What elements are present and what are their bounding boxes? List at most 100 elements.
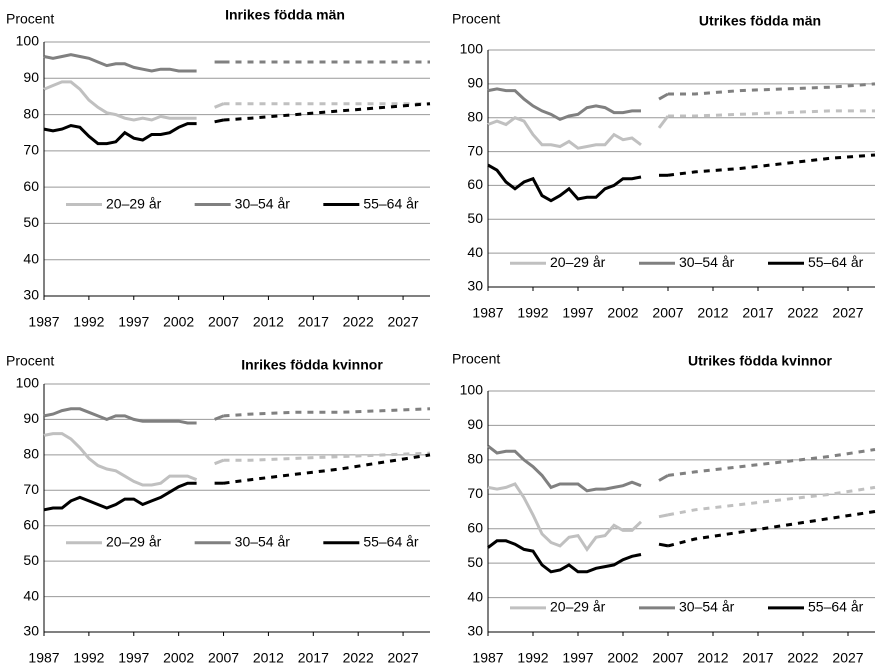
y-tick-label: 100 — [16, 375, 40, 391]
x-tick-label: 2022 — [787, 305, 818, 321]
x-tick-label: 2002 — [163, 650, 194, 664]
series-line — [667, 485, 876, 517]
y-tick-label: 40 — [23, 587, 39, 603]
y-tick-label: 30 — [467, 623, 483, 639]
y-axis-label: Procent — [452, 11, 500, 27]
x-tick-label: 2012 — [253, 314, 284, 330]
x-tick-label: 2012 — [697, 305, 728, 321]
series-line — [43, 481, 197, 512]
y-tick-label: 60 — [467, 176, 483, 192]
y-tick-label: 50 — [467, 554, 483, 570]
series-line — [487, 444, 642, 493]
x-tick-label: 2022 — [343, 650, 374, 664]
y-tick-label: 50 — [23, 214, 39, 230]
legend-label: 20–29 år — [106, 533, 162, 549]
y-tick-label: 90 — [23, 410, 39, 426]
series-line — [223, 451, 431, 462]
y-tick-label: 80 — [467, 108, 483, 124]
x-tick-label: 2012 — [697, 650, 728, 664]
series-line — [223, 407, 431, 418]
chart-title: Inrikes födda män — [225, 7, 345, 23]
x-tick-label: 2027 — [387, 650, 418, 664]
x-tick-label: 1987 — [472, 650, 503, 664]
y-tick-label: 30 — [23, 623, 39, 639]
y-tick-label: 50 — [467, 210, 483, 226]
legend-label: 20–29 år — [550, 254, 606, 270]
y-tick-label: 80 — [467, 451, 483, 467]
legend-label: 30–54 år — [235, 533, 291, 549]
series-line — [658, 542, 669, 548]
series-line — [487, 482, 643, 553]
series-line — [668, 82, 876, 96]
series-line — [43, 122, 197, 146]
series-line — [667, 510, 876, 548]
series-line — [43, 53, 197, 73]
x-tick-label: 1997 — [562, 650, 593, 664]
x-tick-label: 2017 — [298, 314, 329, 330]
legend-label: 55–64 år — [808, 599, 864, 615]
x-tick-label: 2027 — [832, 650, 863, 664]
y-tick-label: 60 — [23, 178, 39, 194]
y-tick-label: 40 — [467, 244, 483, 260]
x-tick-label: 2017 — [298, 650, 329, 664]
series-line — [43, 432, 198, 487]
x-tick-label: 2017 — [742, 650, 773, 664]
y-tick-label: 100 — [460, 41, 484, 57]
x-tick-label: 1997 — [118, 650, 149, 664]
legend-label: 55–64 år — [808, 254, 864, 270]
legend-label: 30–54 år — [235, 195, 291, 211]
x-tick-label: 2027 — [387, 314, 418, 330]
series-line — [668, 109, 875, 118]
x-tick-label: 2022 — [787, 650, 818, 664]
x-tick-label: 2002 — [607, 650, 638, 664]
y-tick-label: 50 — [23, 552, 39, 568]
y-tick-label: 70 — [467, 485, 483, 501]
series-line — [487, 163, 642, 203]
series-line — [487, 116, 642, 150]
x-tick-label: 2007 — [652, 305, 683, 321]
x-tick-label: 1992 — [73, 314, 104, 330]
legend-label: 55–64 år — [363, 533, 419, 549]
series-line — [223, 102, 431, 122]
series-line — [43, 80, 197, 122]
chart-title: Inrikes födda kvinnor — [241, 357, 383, 373]
series-line — [657, 115, 670, 129]
y-tick-label: 100 — [460, 382, 484, 398]
x-tick-label: 2022 — [343, 314, 374, 330]
series-line — [214, 458, 225, 466]
y-tick-label: 70 — [23, 142, 39, 158]
series-line — [214, 414, 225, 421]
y-tick-label: 90 — [23, 69, 39, 85]
x-tick-label: 2007 — [652, 650, 683, 664]
y-tick-label: 80 — [23, 105, 39, 121]
x-tick-label: 1992 — [73, 650, 104, 664]
y-tick-label: 30 — [467, 278, 483, 294]
y-tick-label: 70 — [23, 481, 39, 497]
y-tick-label: 40 — [23, 250, 39, 266]
y-tick-label: 30 — [23, 287, 39, 303]
x-tick-label: 1987 — [28, 650, 59, 664]
legend-label: 30–54 år — [679, 254, 735, 270]
x-tick-label: 1987 — [28, 314, 59, 330]
x-tick-label: 2017 — [742, 305, 773, 321]
series-line — [658, 513, 669, 519]
series-line — [223, 453, 431, 485]
series-line — [667, 153, 876, 177]
y-tick-label: 90 — [467, 416, 483, 432]
x-tick-label: 2007 — [208, 314, 239, 330]
y-axis-label: Procent — [452, 351, 500, 367]
legend-label: 30–54 år — [679, 599, 735, 615]
x-tick-label: 1997 — [562, 305, 593, 321]
x-tick-label: 2027 — [832, 305, 863, 321]
y-axis-label: Procent — [6, 11, 54, 27]
chart-title: Utrikes födda kvinnor — [688, 353, 832, 369]
x-tick-label: 2007 — [208, 650, 239, 664]
series-line — [658, 474, 669, 482]
legend-label: 20–29 år — [106, 195, 162, 211]
x-tick-label: 1992 — [517, 650, 548, 664]
y-tick-label: 70 — [467, 142, 483, 158]
y-tick-label: 90 — [467, 75, 483, 91]
y-tick-label: 80 — [23, 446, 39, 462]
